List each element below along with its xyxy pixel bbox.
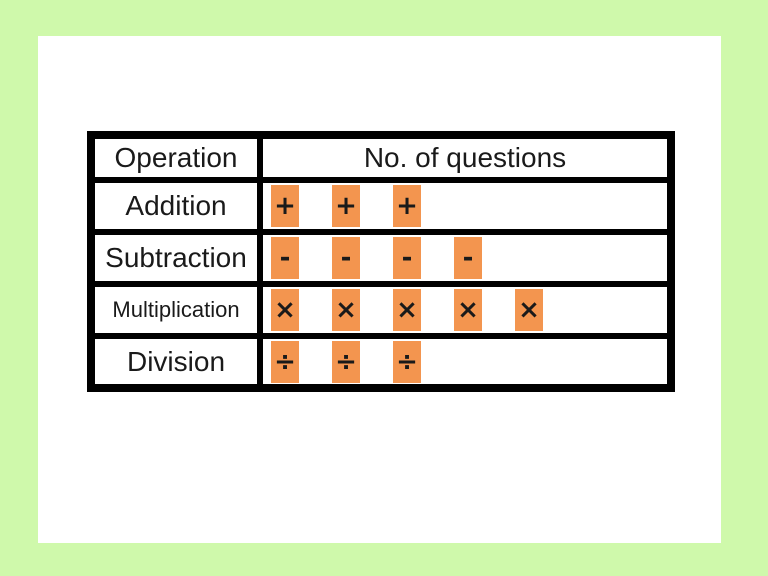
row-label-multiplication: Multiplication [88, 281, 263, 339]
table-row: Division ÷ ÷ ÷ [88, 333, 674, 391]
row-label-division: Division [88, 333, 263, 391]
divide-icon: ÷ [332, 340, 360, 383]
multiply-icon: × [515, 289, 543, 331]
divide-icon: ÷ [271, 340, 299, 383]
plus-icon: + [271, 185, 299, 227]
minus-icon: - [454, 237, 482, 279]
worksheet-card: Operation No. of questions Addition + + + … [38, 36, 721, 543]
division-tally-cell: ÷ ÷ ÷ [257, 333, 674, 391]
divide-icon: ÷ [393, 340, 421, 383]
operations-pictograph-table: Operation No. of questions Addition + + + … [87, 131, 675, 392]
multiply-icon: × [393, 289, 421, 331]
row-label-addition: Addition [88, 177, 263, 235]
multiply-icon: × [271, 289, 299, 331]
multiply-icon: × [332, 289, 360, 331]
plus-icon: + [332, 185, 360, 227]
multiply-icon: × [454, 289, 482, 331]
header-row: Operation No. of questions [88, 132, 674, 183]
addition-tally-cell: + + + [257, 177, 674, 235]
minus-icon: - [271, 237, 299, 279]
table-row: Subtraction ---- [88, 229, 674, 287]
column-header-operation: Operation [88, 132, 263, 183]
plus-icon: + [393, 185, 421, 227]
table-row: Addition + + + [88, 177, 674, 235]
row-label-subtraction: Subtraction [88, 229, 263, 287]
column-header-questions: No. of questions [257, 132, 674, 183]
subtraction-tally-cell: ---- [257, 229, 674, 287]
minus-icon: - [332, 237, 360, 279]
minus-icon: - [393, 237, 421, 279]
table-row: Multiplication × × × × × [88, 281, 674, 339]
multiplication-tally-cell: × × × × × [257, 281, 674, 339]
